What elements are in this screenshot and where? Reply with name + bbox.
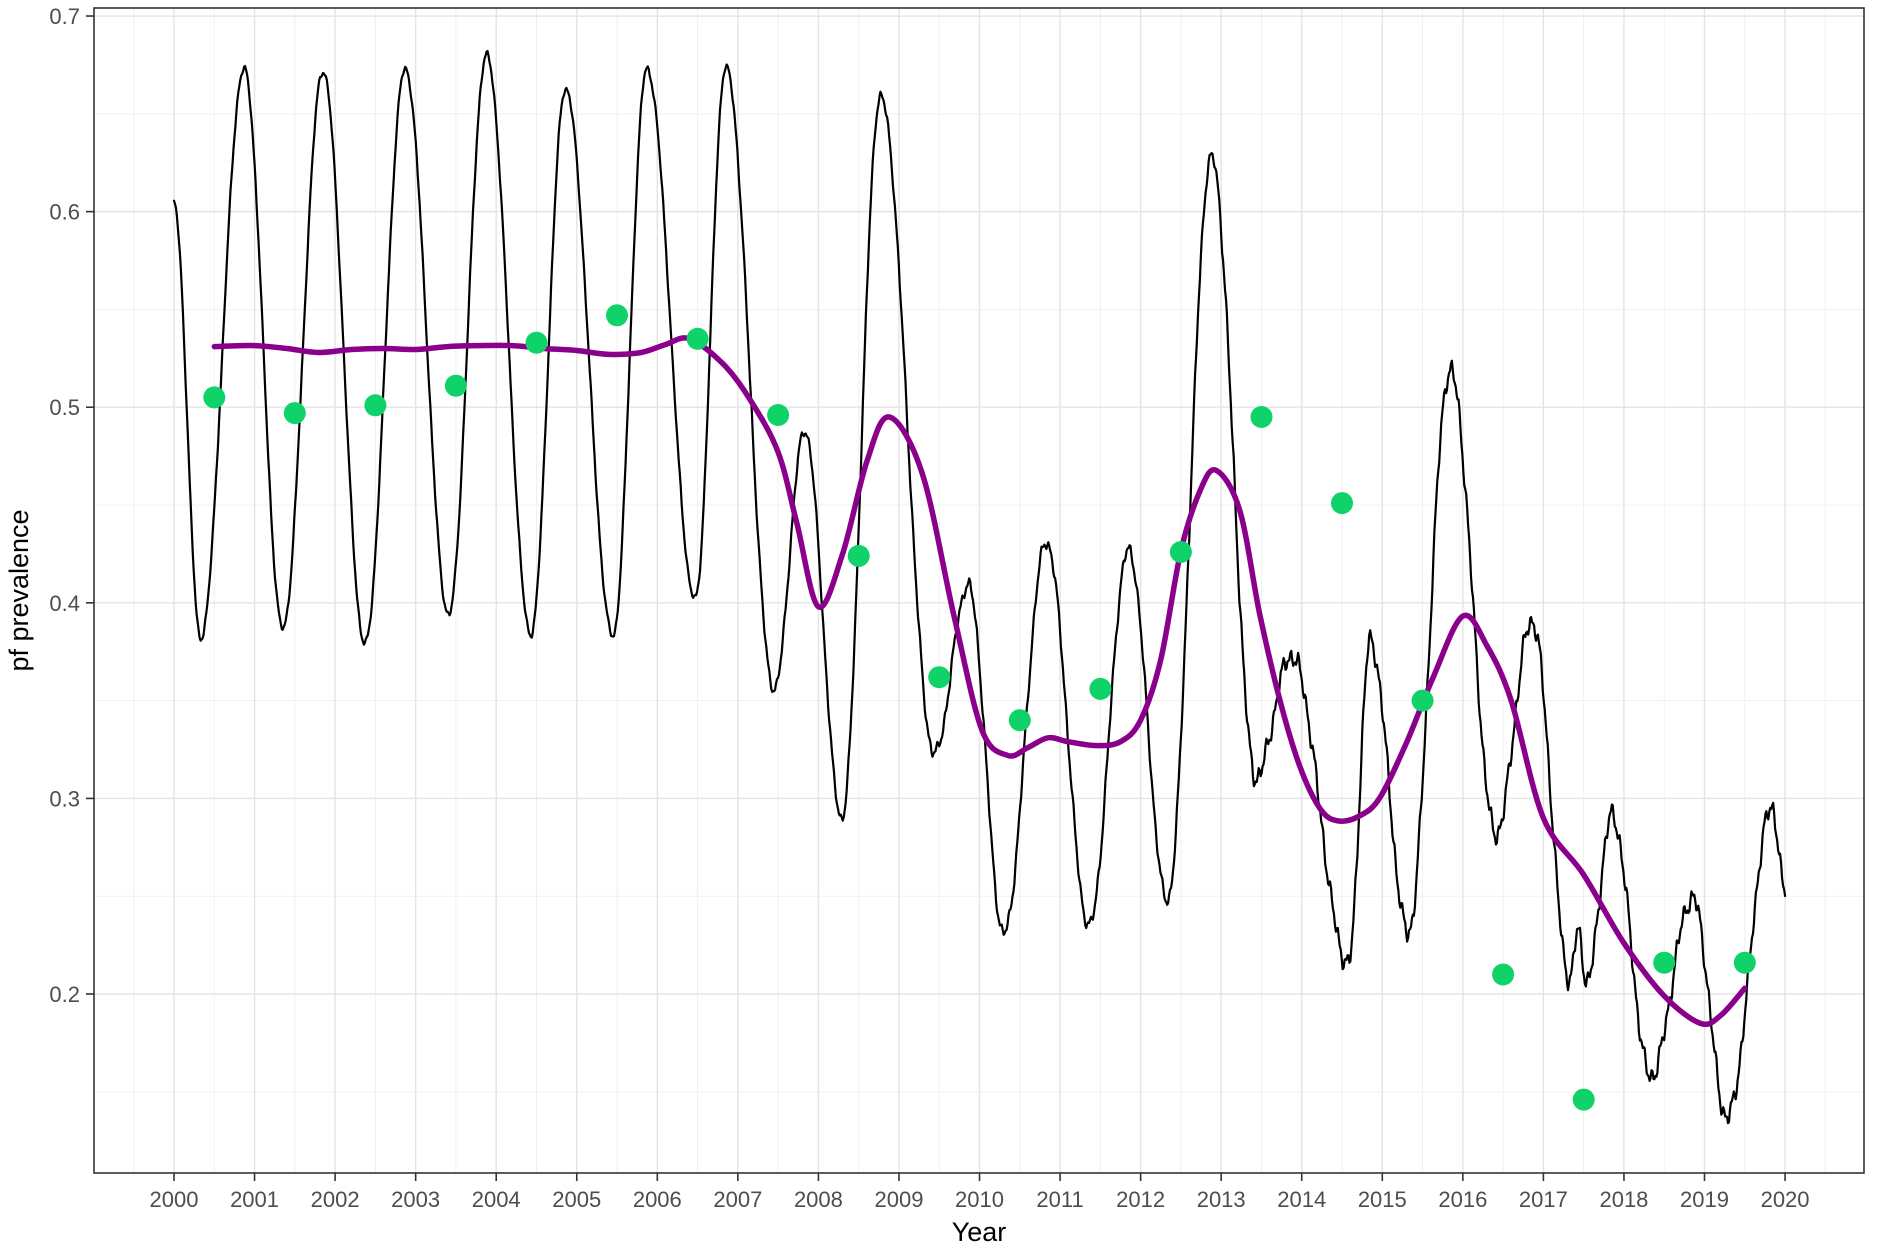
x-tick-label: 2011 xyxy=(1036,1187,1083,1212)
x-tick-label: 2008 xyxy=(794,1187,843,1212)
x-tick-label: 2000 xyxy=(150,1187,199,1212)
y-tick-label: 0.2 xyxy=(49,982,80,1007)
data-point-marker xyxy=(1733,951,1756,974)
x-tick-label: 2014 xyxy=(1277,1187,1326,1212)
y-tick-label: 0.7 xyxy=(49,4,80,29)
x-tick-label: 2004 xyxy=(472,1187,521,1212)
data-point-marker xyxy=(1008,709,1031,732)
data-point-marker xyxy=(847,544,870,567)
data-point-marker xyxy=(283,402,306,425)
x-tick-label: 2007 xyxy=(713,1187,762,1212)
data-point-marker xyxy=(1572,1088,1595,1111)
x-tick-label: 2003 xyxy=(391,1187,440,1212)
data-point-marker xyxy=(686,327,709,350)
x-tick-label: 2005 xyxy=(552,1187,601,1212)
x-tick-label: 2009 xyxy=(874,1187,923,1212)
data-point-marker xyxy=(525,331,548,354)
x-tick-label: 2002 xyxy=(311,1187,360,1212)
data-point-marker xyxy=(1169,541,1192,563)
x-tick-label: 2020 xyxy=(1761,1187,1810,1212)
x-tick-label: 2006 xyxy=(633,1187,682,1212)
data-point-marker xyxy=(928,666,951,689)
data-point-marker xyxy=(1492,963,1515,986)
data-point-marker xyxy=(364,394,387,417)
y-tick-label: 0.4 xyxy=(49,591,80,616)
x-tick-label: 2016 xyxy=(1438,1187,1487,1212)
x-tick-label: 2013 xyxy=(1197,1187,1246,1212)
data-point-marker xyxy=(1653,951,1676,974)
x-tick-label: 2017 xyxy=(1519,1187,1568,1212)
x-tick-label: 2015 xyxy=(1358,1187,1407,1212)
data-point-marker xyxy=(1411,689,1434,712)
data-point-marker xyxy=(606,304,628,327)
x-tick-label: 2012 xyxy=(1116,1187,1165,1212)
data-point-marker xyxy=(1331,492,1353,515)
y-tick-label: 0.3 xyxy=(49,786,80,811)
x-tick-label: 2010 xyxy=(955,1187,1004,1212)
x-tick-label: 2001 xyxy=(230,1187,279,1212)
data-point-marker xyxy=(444,374,467,397)
data-point-marker xyxy=(203,386,226,409)
data-point-marker xyxy=(1250,406,1273,428)
y-tick-label: 0.6 xyxy=(49,200,80,225)
data-point-marker xyxy=(1089,677,1112,700)
x-tick-label: 2019 xyxy=(1680,1187,1729,1212)
y-axis-title: pf prevalence xyxy=(4,509,34,671)
x-tick-label: 2018 xyxy=(1599,1187,1648,1212)
x-axis-title: Year xyxy=(952,1217,1007,1247)
data-point-marker xyxy=(767,404,790,426)
y-tick-label: 0.5 xyxy=(49,395,80,420)
